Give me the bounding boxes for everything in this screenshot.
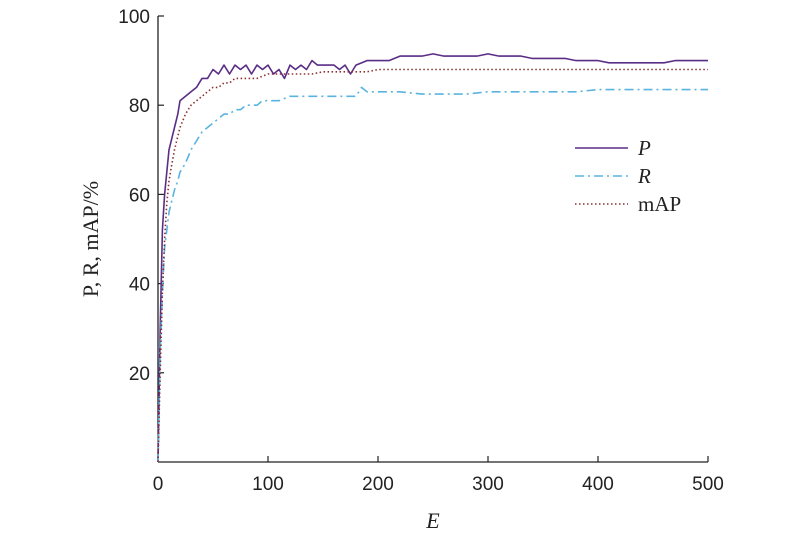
y-tick-label: 80 xyxy=(129,96,150,117)
y-tick-label: 60 xyxy=(129,185,150,206)
x-tick-label: 200 xyxy=(362,474,394,495)
y-axis-title: P, R, mAP/% xyxy=(78,181,103,297)
legend-label-map: mAP xyxy=(638,192,681,216)
x-tick-label: 300 xyxy=(472,474,504,495)
x-tick-label: 0 xyxy=(153,474,164,495)
y-tick-label: 40 xyxy=(129,275,150,296)
series-line-map xyxy=(157,68,708,463)
series-line-r xyxy=(157,86,708,463)
series-line-p xyxy=(157,53,708,463)
y-tick-label: 100 xyxy=(118,7,150,28)
legend-label-r: R xyxy=(637,164,651,188)
legend-label-p: P xyxy=(637,136,651,160)
x-axis-title: E xyxy=(425,508,440,533)
x-tick-label: 500 xyxy=(692,474,724,495)
y-tick-label: 20 xyxy=(129,364,150,385)
x-tick-label: 400 xyxy=(582,474,614,495)
axes xyxy=(157,16,708,463)
x-tick-label: 100 xyxy=(252,474,284,495)
series-layer xyxy=(157,53,708,463)
ticks: 0 100 200 300 400 500 20 40 60 80 100 xyxy=(118,7,724,495)
